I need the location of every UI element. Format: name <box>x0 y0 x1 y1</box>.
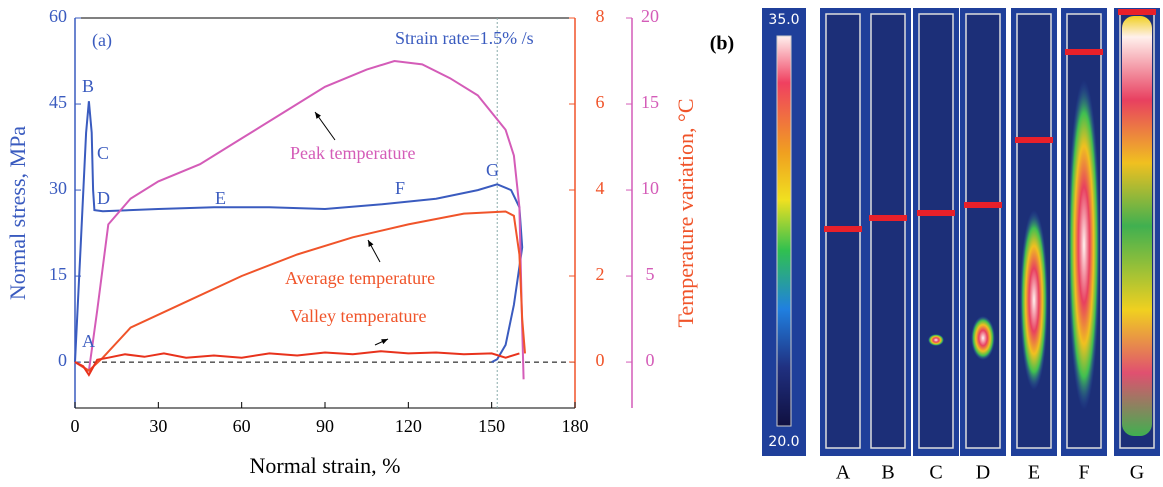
hot-spot <box>1068 80 1100 410</box>
y-tick-label: 0 <box>58 350 67 370</box>
scale-max: 35.0 <box>768 12 799 28</box>
sample-label: B <box>881 462 894 484</box>
y2-tick-label: 4 <box>596 178 605 198</box>
strip <box>966 14 1000 448</box>
annotation: C <box>97 143 109 163</box>
panel-label: (a) <box>92 30 112 51</box>
y-tick-label: 60 <box>49 6 67 26</box>
y-axis-label: Normal stress, MPa <box>5 126 30 300</box>
annotation: Peak temperature <box>290 143 415 163</box>
hot-spot <box>971 316 995 360</box>
annotation: F <box>395 178 405 198</box>
strip <box>919 14 953 448</box>
annotation: Valley temperature <box>290 306 426 326</box>
sample-label: F <box>1078 462 1089 484</box>
annotation: D <box>97 188 110 208</box>
marker <box>964 202 1002 208</box>
page: {"chart_data": {"type": "line", "panel_l… <box>0 0 1163 487</box>
annotation: Strain rate=1.5% /s <box>395 28 534 48</box>
y2-axis-label: Temperature variation, °C <box>673 98 698 327</box>
sample-label: C <box>929 462 942 484</box>
y2-tick-label: 8 <box>596 6 605 26</box>
y3-tick-label: 10 <box>641 178 659 198</box>
annotation: B <box>82 76 94 96</box>
y3-tick-label: 5 <box>646 264 655 284</box>
x-tick-label: 0 <box>71 416 80 436</box>
marker <box>1065 49 1103 55</box>
y-tick-label: 45 <box>49 92 67 112</box>
hot-spot <box>928 334 944 346</box>
y3-tick-label: 0 <box>646 350 655 370</box>
y3-tick-label: 20 <box>641 6 659 26</box>
annotation: E <box>215 188 226 208</box>
series-line <box>75 351 519 375</box>
annotation: G <box>486 160 499 180</box>
sample-label: D <box>976 462 990 484</box>
marker <box>917 210 955 216</box>
panel-label: (b) <box>710 33 734 55</box>
marker <box>869 215 907 221</box>
annotation: Average temperature <box>285 268 435 288</box>
marker <box>1015 137 1053 143</box>
strip <box>871 14 905 448</box>
x-tick-label: 60 <box>233 416 251 436</box>
hot-spot <box>1122 16 1152 436</box>
scale-min: 20.0 <box>768 434 799 450</box>
figure: 0 30 60 90 120 150 180 0 15 30 45 60 0 2 4 6 8 0 5 10 15 20 No… <box>0 0 1163 487</box>
x-tick-label: 120 <box>395 416 422 436</box>
colorbar <box>777 36 791 426</box>
y3-tick-label: 15 <box>641 92 659 112</box>
sample-label: G <box>1130 462 1144 484</box>
y-tick-label: 15 <box>49 264 67 284</box>
panel-b: (b) 35.0 20.0 A B C D E F G <box>710 8 1160 484</box>
sample-label: A <box>836 462 851 484</box>
y2-tick-label: 0 <box>596 350 605 370</box>
panel-a: 0 30 60 90 120 150 180 0 15 30 45 60 0 2 4 6 8 0 5 10 15 20 No… <box>5 6 698 478</box>
y2-tick-label: 2 <box>596 264 605 284</box>
x-tick-label: 30 <box>149 416 167 436</box>
arrow-head <box>315 112 321 119</box>
annotation: A <box>82 331 95 351</box>
y-tick-label: 30 <box>49 178 67 198</box>
marker <box>824 226 862 232</box>
series-line <box>75 212 525 371</box>
hot-spot <box>1020 210 1048 390</box>
marker <box>1118 9 1156 15</box>
x-tick-label: 180 <box>562 416 589 436</box>
x-tick-label: 90 <box>316 416 334 436</box>
x-axis-label: Normal strain, % <box>250 453 401 478</box>
series-line <box>75 61 524 379</box>
x-tick-label: 150 <box>478 416 505 436</box>
sample-label: E <box>1028 462 1040 484</box>
y2-tick-label: 6 <box>596 92 605 112</box>
